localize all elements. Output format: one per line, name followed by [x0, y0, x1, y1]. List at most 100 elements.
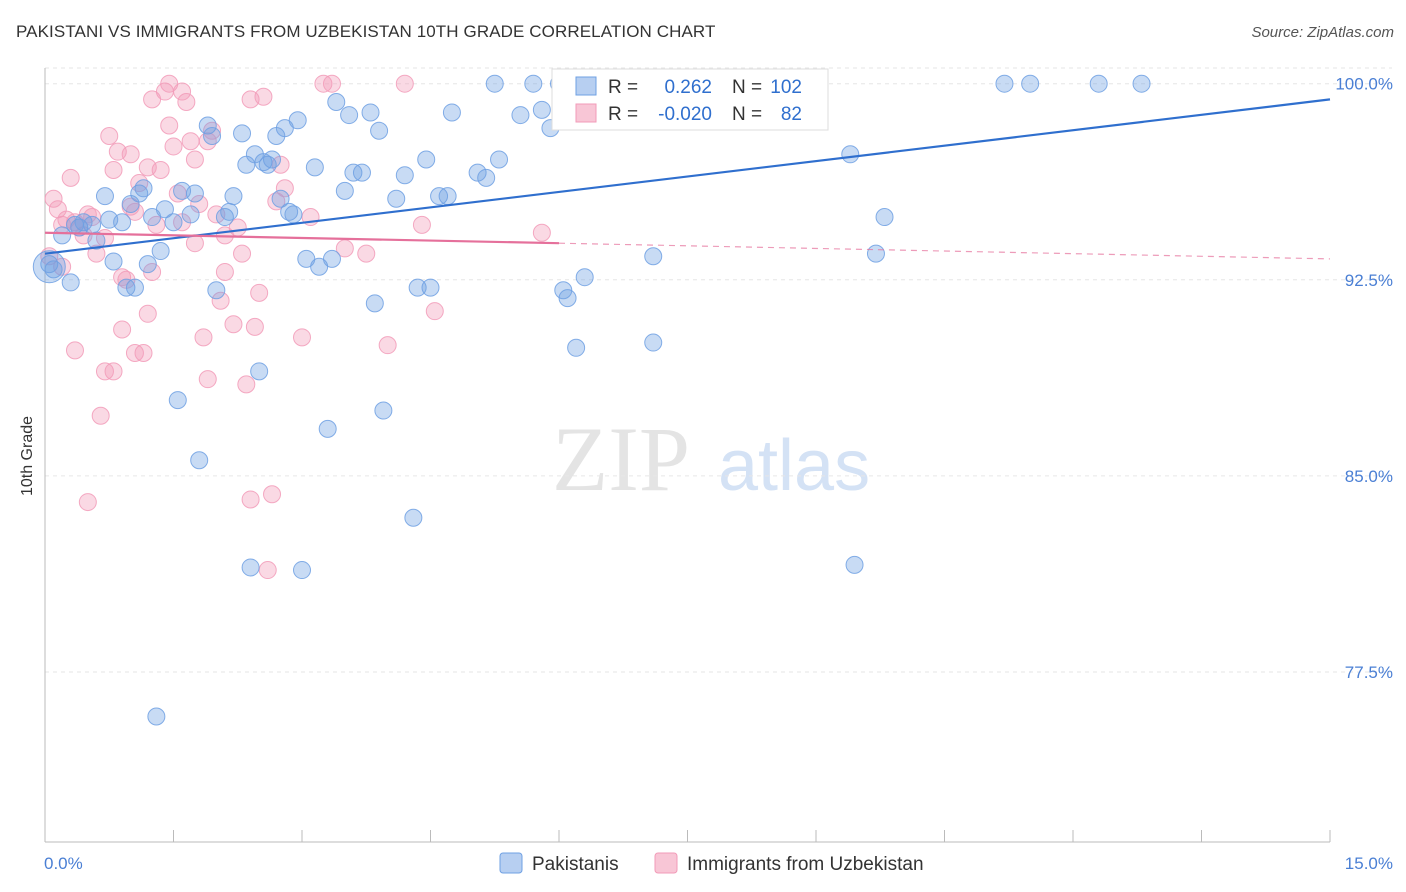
uzbekistan-point [378, 336, 397, 355]
pakistanis-point [866, 244, 885, 263]
legend-swatch-uzbekistan [575, 103, 597, 123]
pakistanis-trend-line [44, 98, 1331, 255]
uzbekistan-point [164, 137, 183, 156]
y-tick-labels: 100.0% 92.5% 85.0% 77.5% [1335, 75, 1393, 682]
y-tick-label: 85.0% [1345, 467, 1393, 486]
uzbekistan-point [395, 74, 414, 93]
pakistanis-point [485, 74, 504, 93]
uzbekistan-point [83, 208, 102, 227]
series-uzbekistan-points [40, 74, 551, 580]
uzbekistan-point [125, 344, 144, 363]
bottom-legend-swatch-uzbekistan [654, 852, 678, 874]
legend-n-label-1: N = [732, 77, 762, 98]
pakistanis-point [147, 707, 166, 726]
uzbekistan-trend-line [44, 231, 560, 245]
pakistanis-point [134, 179, 153, 198]
pakistanis-point [365, 294, 384, 313]
uzbekistan-point [91, 406, 110, 425]
pakistanis-point [220, 202, 239, 221]
watermark: ZIP atlas [552, 408, 870, 510]
uzbekistan-point [215, 262, 234, 281]
x-tick-labels: 0.0% 15.0% [44, 854, 1393, 873]
pakistanis-point [207, 281, 226, 300]
pakistanis-point [875, 208, 894, 227]
legend-r-value-1: 0.262 [664, 77, 712, 98]
uzbekistan-point [138, 158, 157, 177]
pakistanis-point [995, 74, 1014, 93]
pakistanis-point [417, 150, 436, 169]
pakistanis-point [271, 189, 290, 208]
pakistanis-point [468, 163, 487, 182]
pakistanis-point [845, 555, 864, 574]
legend-r-value-2: -0.020 [658, 104, 712, 125]
pakistanis-point [575, 268, 594, 287]
series-pakistanis-points [32, 74, 1151, 726]
pakistanis-point [361, 103, 380, 122]
pakistanis-point [841, 145, 860, 164]
uzbekistan-point [194, 328, 213, 347]
pakistanis-point [151, 242, 170, 261]
uzbekistan-point [211, 291, 230, 310]
pakistanis-point [83, 215, 102, 234]
uzbekistan-point [44, 189, 63, 208]
bottom-legend-swatch-pakistanis [499, 852, 523, 874]
watermark-zip: ZIP [552, 408, 690, 510]
pakistanis-point [532, 100, 551, 119]
uzbekistan-point [198, 370, 217, 389]
pakistanis-point [374, 401, 393, 420]
pakistanis-point [558, 289, 577, 308]
pakistanis-point [181, 205, 200, 224]
chart-title: PAKISTANI VS IMMIGRANTS FROM UZBEKISTAN … [16, 22, 716, 41]
uzbekistan-point [250, 283, 269, 302]
pakistanis-point [113, 213, 132, 232]
legend-box [551, 68, 829, 131]
pakistanis-point [352, 163, 371, 182]
pakistanis-point [125, 278, 144, 297]
correlation-legend: R = 0.262 N = 102 R = -0.020 N = 82 [551, 68, 829, 131]
pakistanis-point [288, 111, 307, 130]
y-tick-label: 100.0% [1335, 75, 1393, 94]
y-tick-label: 92.5% [1345, 271, 1393, 290]
pakistanis-point [327, 92, 346, 111]
bottom-legend-uzbekistan: Immigrants from Uzbekistan [687, 854, 924, 875]
y-axis-label: 10th Grade [19, 416, 36, 496]
uzbekistan-point [160, 74, 179, 93]
uzbekistan-point [121, 145, 140, 164]
pakistanis-point [442, 103, 461, 122]
uzbekistan-point [263, 485, 282, 504]
pakistanis-point [61, 273, 80, 292]
legend-n-label-2: N = [732, 104, 762, 125]
pakistanis-point [138, 255, 157, 274]
uzbekistan-point [224, 315, 243, 334]
uzbekistan-point [241, 90, 260, 109]
pakistanis-point [335, 181, 354, 200]
pakistanis-point [293, 561, 311, 580]
pakistanis-point [104, 252, 123, 271]
uzbekistan-point [65, 341, 84, 360]
pakistanis-point [1021, 74, 1040, 93]
pakistanis-point [322, 249, 341, 268]
pakistanis-point [395, 166, 414, 185]
uzbekistan-point [271, 155, 290, 174]
pakistanis-point-large [32, 250, 66, 284]
pakistanis-point [241, 558, 260, 577]
pakistanis-point [95, 187, 114, 206]
uzbekistan-point [138, 304, 157, 323]
uzbekistan-point [143, 90, 162, 109]
pakistanis-point [644, 247, 663, 266]
uzbekistan-point [87, 244, 106, 263]
uzbekistan-point [322, 74, 341, 93]
y-tick-label: 77.5% [1345, 663, 1393, 682]
uzbekistan-point [61, 168, 80, 187]
bottom-legend: Pakistanis Immigrants from Uzbekistan [499, 852, 924, 875]
pakistanis-point [524, 74, 543, 93]
uzbekistan-point [113, 268, 132, 287]
pakistanis-point [511, 106, 530, 125]
pakistanis-point [387, 189, 406, 208]
uzbekistan-point [293, 328, 311, 347]
uzbekistan-point [245, 317, 264, 336]
pakistanis-point [254, 153, 273, 172]
uzbekistan-point [233, 244, 252, 263]
uzbekistan-point [258, 561, 277, 580]
